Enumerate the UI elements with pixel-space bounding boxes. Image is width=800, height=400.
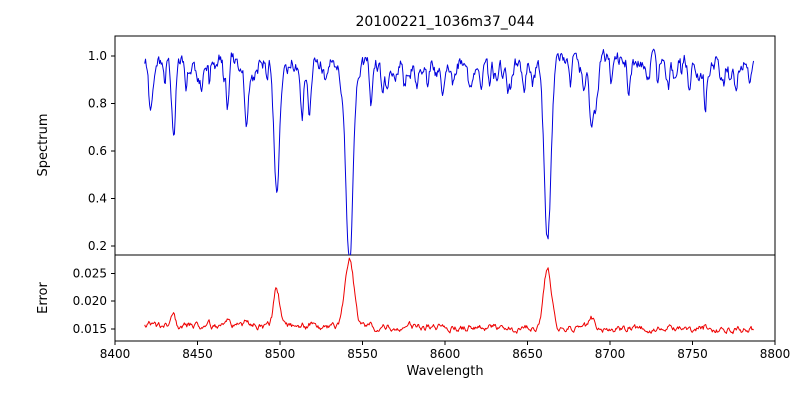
x-tick-label: 8450 [182, 347, 213, 361]
x-tick-label: 8750 [677, 347, 708, 361]
spectrum-y-tick-label: 0.2 [88, 239, 107, 253]
x-tick-label: 8800 [760, 347, 791, 361]
x-tick-label: 8700 [595, 347, 626, 361]
chart-title: 20100221_1036m37_044 [355, 14, 534, 30]
error-y-tick-label: 0.015 [73, 322, 107, 336]
x-tick-label: 8550 [347, 347, 378, 361]
x-tick-label: 8600 [430, 347, 461, 361]
error-line [144, 257, 754, 335]
error-series [144, 257, 754, 335]
spectrum-series [144, 48, 755, 255]
spectrum-y-tick-label: 0.8 [88, 97, 107, 111]
error-y-tick-label: 0.020 [73, 294, 107, 308]
x-tick-label: 8400 [100, 347, 131, 361]
spectrum-axes-box [114, 35, 776, 256]
spectrum-line [144, 48, 755, 255]
x-tick-label: 8650 [512, 347, 543, 361]
x-axis-label: Wavelength [406, 364, 483, 379]
error-axis-ylabel: Error [36, 282, 51, 314]
spectrum-axis-ylabel: Spectrum [36, 114, 51, 177]
error-y-tick-label: 0.025 [73, 266, 107, 280]
spectrum-y-tick-label: 0.4 [88, 192, 107, 206]
spectrum-y-tick-label: 1.0 [88, 49, 107, 63]
x-tick-label: 8500 [265, 347, 296, 361]
axes: 8400 8450 8500 8550 8600 8650 8700 8750 8800 0.2 0… [73, 35, 791, 361]
spectrum-y-tick-label: 0.6 [88, 144, 107, 158]
